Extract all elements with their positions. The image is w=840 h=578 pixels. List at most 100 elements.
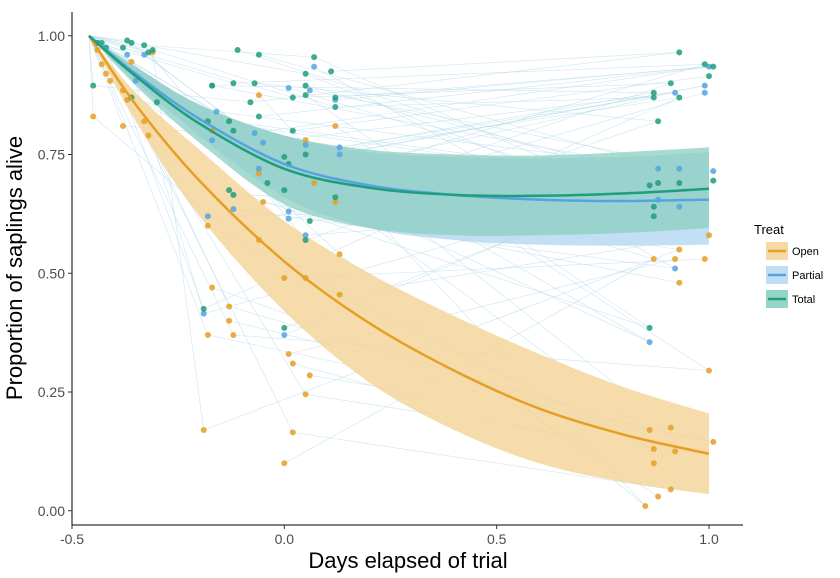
point-total: [655, 118, 662, 125]
point-open: [107, 77, 114, 84]
point-partial: [204, 213, 211, 220]
y-tick-label: 1.00: [38, 28, 65, 44]
point-total: [255, 51, 262, 58]
point-open: [650, 256, 657, 262]
point-partial: [701, 89, 708, 96]
trajectory-line: [212, 85, 654, 94]
trajectory-line: [254, 66, 710, 134]
point-total: [650, 213, 657, 220]
point-total: [209, 82, 216, 89]
point-partial: [260, 139, 267, 146]
point-total: [247, 99, 254, 106]
point-partial: [701, 82, 708, 89]
point-total: [226, 187, 233, 194]
x-tick-label: 0.5: [487, 531, 507, 547]
point-total: [710, 63, 717, 70]
legend: Treat Open Partial Total: [754, 222, 823, 308]
point-open: [672, 448, 679, 455]
point-open: [285, 351, 292, 357]
point-open: [204, 332, 211, 338]
point-total: [302, 70, 309, 77]
point-open: [642, 503, 649, 509]
point-open: [667, 486, 674, 493]
point-total: [120, 44, 126, 51]
point-open: [281, 275, 288, 281]
y-tick-label: 0.00: [38, 503, 65, 519]
point-total: [710, 177, 717, 184]
trajectory-line: [101, 64, 209, 336]
point-total: [332, 194, 339, 201]
point-open: [655, 493, 662, 500]
ci-band-total: [89, 35, 709, 236]
legend-label-partial: Partial: [792, 270, 823, 282]
y-tick-label: 0.75: [38, 147, 65, 163]
point-partial: [311, 63, 318, 70]
point-open: [281, 460, 288, 467]
point-open: [332, 123, 339, 129]
point-open: [289, 429, 296, 436]
legend-label-open: Open: [792, 246, 819, 258]
point-open: [103, 70, 109, 77]
point-total: [281, 324, 288, 331]
point-partial: [281, 332, 288, 338]
point-total: [289, 127, 296, 134]
trajectory-line: [97, 42, 234, 84]
point-total: [230, 80, 237, 87]
point-open: [332, 199, 339, 205]
point-open: [701, 256, 708, 262]
trajectory-line: [233, 63, 705, 84]
point-open: [226, 303, 233, 310]
point-open: [672, 256, 679, 262]
trajectory-line: [88, 35, 145, 46]
trajectory-line: [88, 35, 94, 86]
point-total: [289, 94, 296, 101]
point-open: [646, 427, 653, 433]
fitted-curves: [87, 34, 710, 456]
y-tick-label: 0.25: [38, 384, 65, 400]
trajectory-line: [339, 85, 705, 155]
point-total: [281, 187, 288, 194]
point-open: [667, 424, 674, 431]
y-tick-label: 0.50: [38, 265, 65, 281]
point-total: [676, 94, 683, 101]
point-open: [255, 92, 262, 99]
point-total: [667, 80, 674, 87]
point-total: [676, 49, 683, 56]
point-total: [306, 218, 313, 224]
point-total: [332, 104, 339, 110]
data-points: [90, 37, 717, 509]
point-partial: [655, 165, 662, 172]
point-open: [98, 61, 105, 68]
point-partial: [132, 77, 139, 84]
point-open: [306, 372, 313, 379]
point-open: [676, 279, 683, 286]
point-open: [226, 317, 233, 324]
point-partial: [285, 215, 292, 222]
trajectory-line: [335, 66, 714, 98]
trajectory-line: [105, 73, 234, 336]
point-open: [311, 180, 318, 186]
trajectory-line: [144, 44, 315, 58]
trajectory-line: [335, 97, 654, 108]
point-open: [289, 360, 296, 367]
x-tick-label: -0.5: [60, 531, 84, 547]
point-partial: [672, 265, 679, 272]
point-open: [336, 291, 343, 298]
trajectory-line: [250, 52, 680, 103]
point-total: [128, 39, 135, 46]
point-total: [251, 80, 258, 87]
point-partial: [213, 108, 220, 115]
point-open: [145, 132, 152, 139]
point-partial: [306, 87, 313, 94]
point-total: [230, 127, 237, 134]
trajectory-line: [97, 42, 217, 113]
trajectory-line: [131, 42, 306, 75]
point-open: [336, 251, 343, 258]
point-partial: [209, 137, 216, 144]
point-open: [260, 199, 267, 205]
trajectory-line: [88, 35, 149, 53]
point-total: [234, 47, 241, 53]
ci-band-open: [89, 35, 709, 495]
point-open: [200, 427, 207, 433]
y-axis-title: Proportion of saplings alive: [2, 136, 27, 400]
